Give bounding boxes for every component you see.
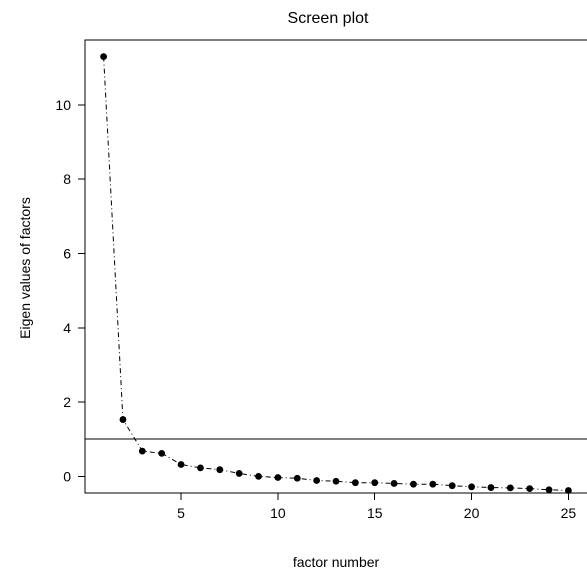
y-axis-label: Eigen values of factors xyxy=(17,197,33,339)
data-point xyxy=(545,486,553,494)
data-point xyxy=(371,479,379,487)
data-point xyxy=(158,449,166,457)
x-axis-label: factor number xyxy=(293,554,380,570)
y-tick-label: 4 xyxy=(63,320,71,336)
data-point xyxy=(526,485,534,493)
data-point xyxy=(468,483,475,491)
y-tick-label: 6 xyxy=(63,245,71,261)
data-point xyxy=(216,466,224,474)
data-point xyxy=(274,474,282,481)
data-point xyxy=(332,477,340,485)
data-point xyxy=(429,480,437,488)
chart-title: Screen plot xyxy=(288,10,369,27)
data-point xyxy=(410,480,417,488)
x-tick-label: 20 xyxy=(464,505,480,521)
x-tick-label: 10 xyxy=(270,505,286,521)
y-tick-label: 2 xyxy=(63,394,71,410)
x-tick-label: 5 xyxy=(177,505,185,521)
x-tick-label: 25 xyxy=(561,505,577,521)
data-point xyxy=(390,480,398,487)
y-tick-label: 0 xyxy=(63,468,71,484)
data-point xyxy=(487,484,495,491)
data-point xyxy=(293,474,301,482)
data-point xyxy=(255,472,262,480)
y-tick-label: 10 xyxy=(55,97,71,113)
y-tick-label: 8 xyxy=(63,171,71,187)
series-line xyxy=(103,56,569,492)
data-point xyxy=(177,461,185,468)
data-point xyxy=(197,464,204,472)
data-point xyxy=(119,416,127,423)
plot-frame xyxy=(84,39,587,494)
data-point xyxy=(351,479,359,487)
plot-area: 5 10 15 20 25 0 2 4 6 8 10 xyxy=(55,39,587,521)
data-point xyxy=(565,487,572,494)
data-point xyxy=(313,477,321,484)
data-point xyxy=(448,482,456,490)
data-point xyxy=(100,53,107,61)
x-tick-label: 15 xyxy=(367,505,383,521)
data-point xyxy=(506,484,514,492)
data-point xyxy=(235,470,243,477)
data-point xyxy=(138,447,146,455)
